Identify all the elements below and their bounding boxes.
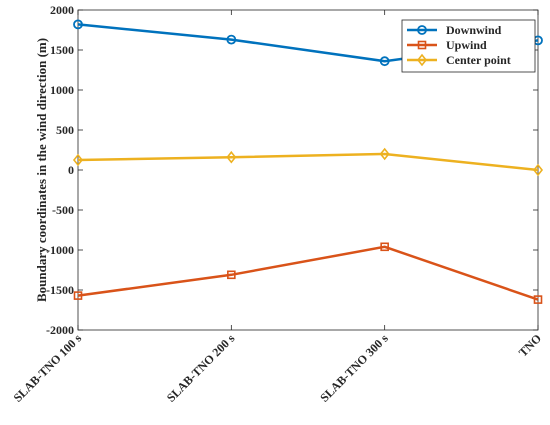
data-point bbox=[73, 291, 83, 300]
series-upwind bbox=[73, 242, 543, 304]
legend-entry-label: Downwind bbox=[446, 23, 502, 37]
y-tick-label: -500 bbox=[52, 203, 74, 217]
data-point bbox=[417, 40, 427, 50]
y-tick-label: 1000 bbox=[50, 83, 74, 97]
series-center-point bbox=[72, 147, 544, 177]
series-line bbox=[77, 152, 539, 172]
y-tick-label: -1000 bbox=[46, 243, 74, 257]
series-line bbox=[77, 245, 539, 301]
x-tick-label: TNO bbox=[516, 331, 544, 359]
data-point bbox=[72, 153, 84, 167]
data-point bbox=[533, 295, 543, 304]
legend-entry-label: Upwind bbox=[446, 38, 487, 52]
data-point bbox=[379, 56, 390, 67]
y-axis-label: Boundary coordinates in the wind directi… bbox=[34, 38, 49, 302]
y-tick-label: 500 bbox=[56, 123, 74, 137]
y-tick-label: -1500 bbox=[46, 283, 74, 297]
data-point bbox=[379, 147, 390, 161]
x-tick-label: SLAB-TNO 200 s bbox=[164, 331, 238, 405]
data-point bbox=[73, 19, 83, 30]
data-point bbox=[226, 150, 237, 164]
data-point bbox=[226, 34, 237, 45]
y-tick-label: -2000 bbox=[46, 323, 74, 337]
data-point bbox=[417, 25, 427, 35]
data-point bbox=[380, 242, 389, 252]
y-tick-label: 0 bbox=[68, 163, 74, 177]
y-tick-label: 2000 bbox=[50, 3, 74, 17]
x-tick-label: SLAB-TNO 100 s bbox=[11, 331, 85, 405]
data-point bbox=[532, 163, 544, 177]
data-point bbox=[416, 53, 428, 67]
data-point bbox=[227, 270, 236, 280]
y-tick-label: 1500 bbox=[50, 43, 74, 57]
legend-entry-label: Center point bbox=[446, 53, 511, 67]
x-tick-label: SLAB-TNO 300 s bbox=[317, 331, 391, 405]
